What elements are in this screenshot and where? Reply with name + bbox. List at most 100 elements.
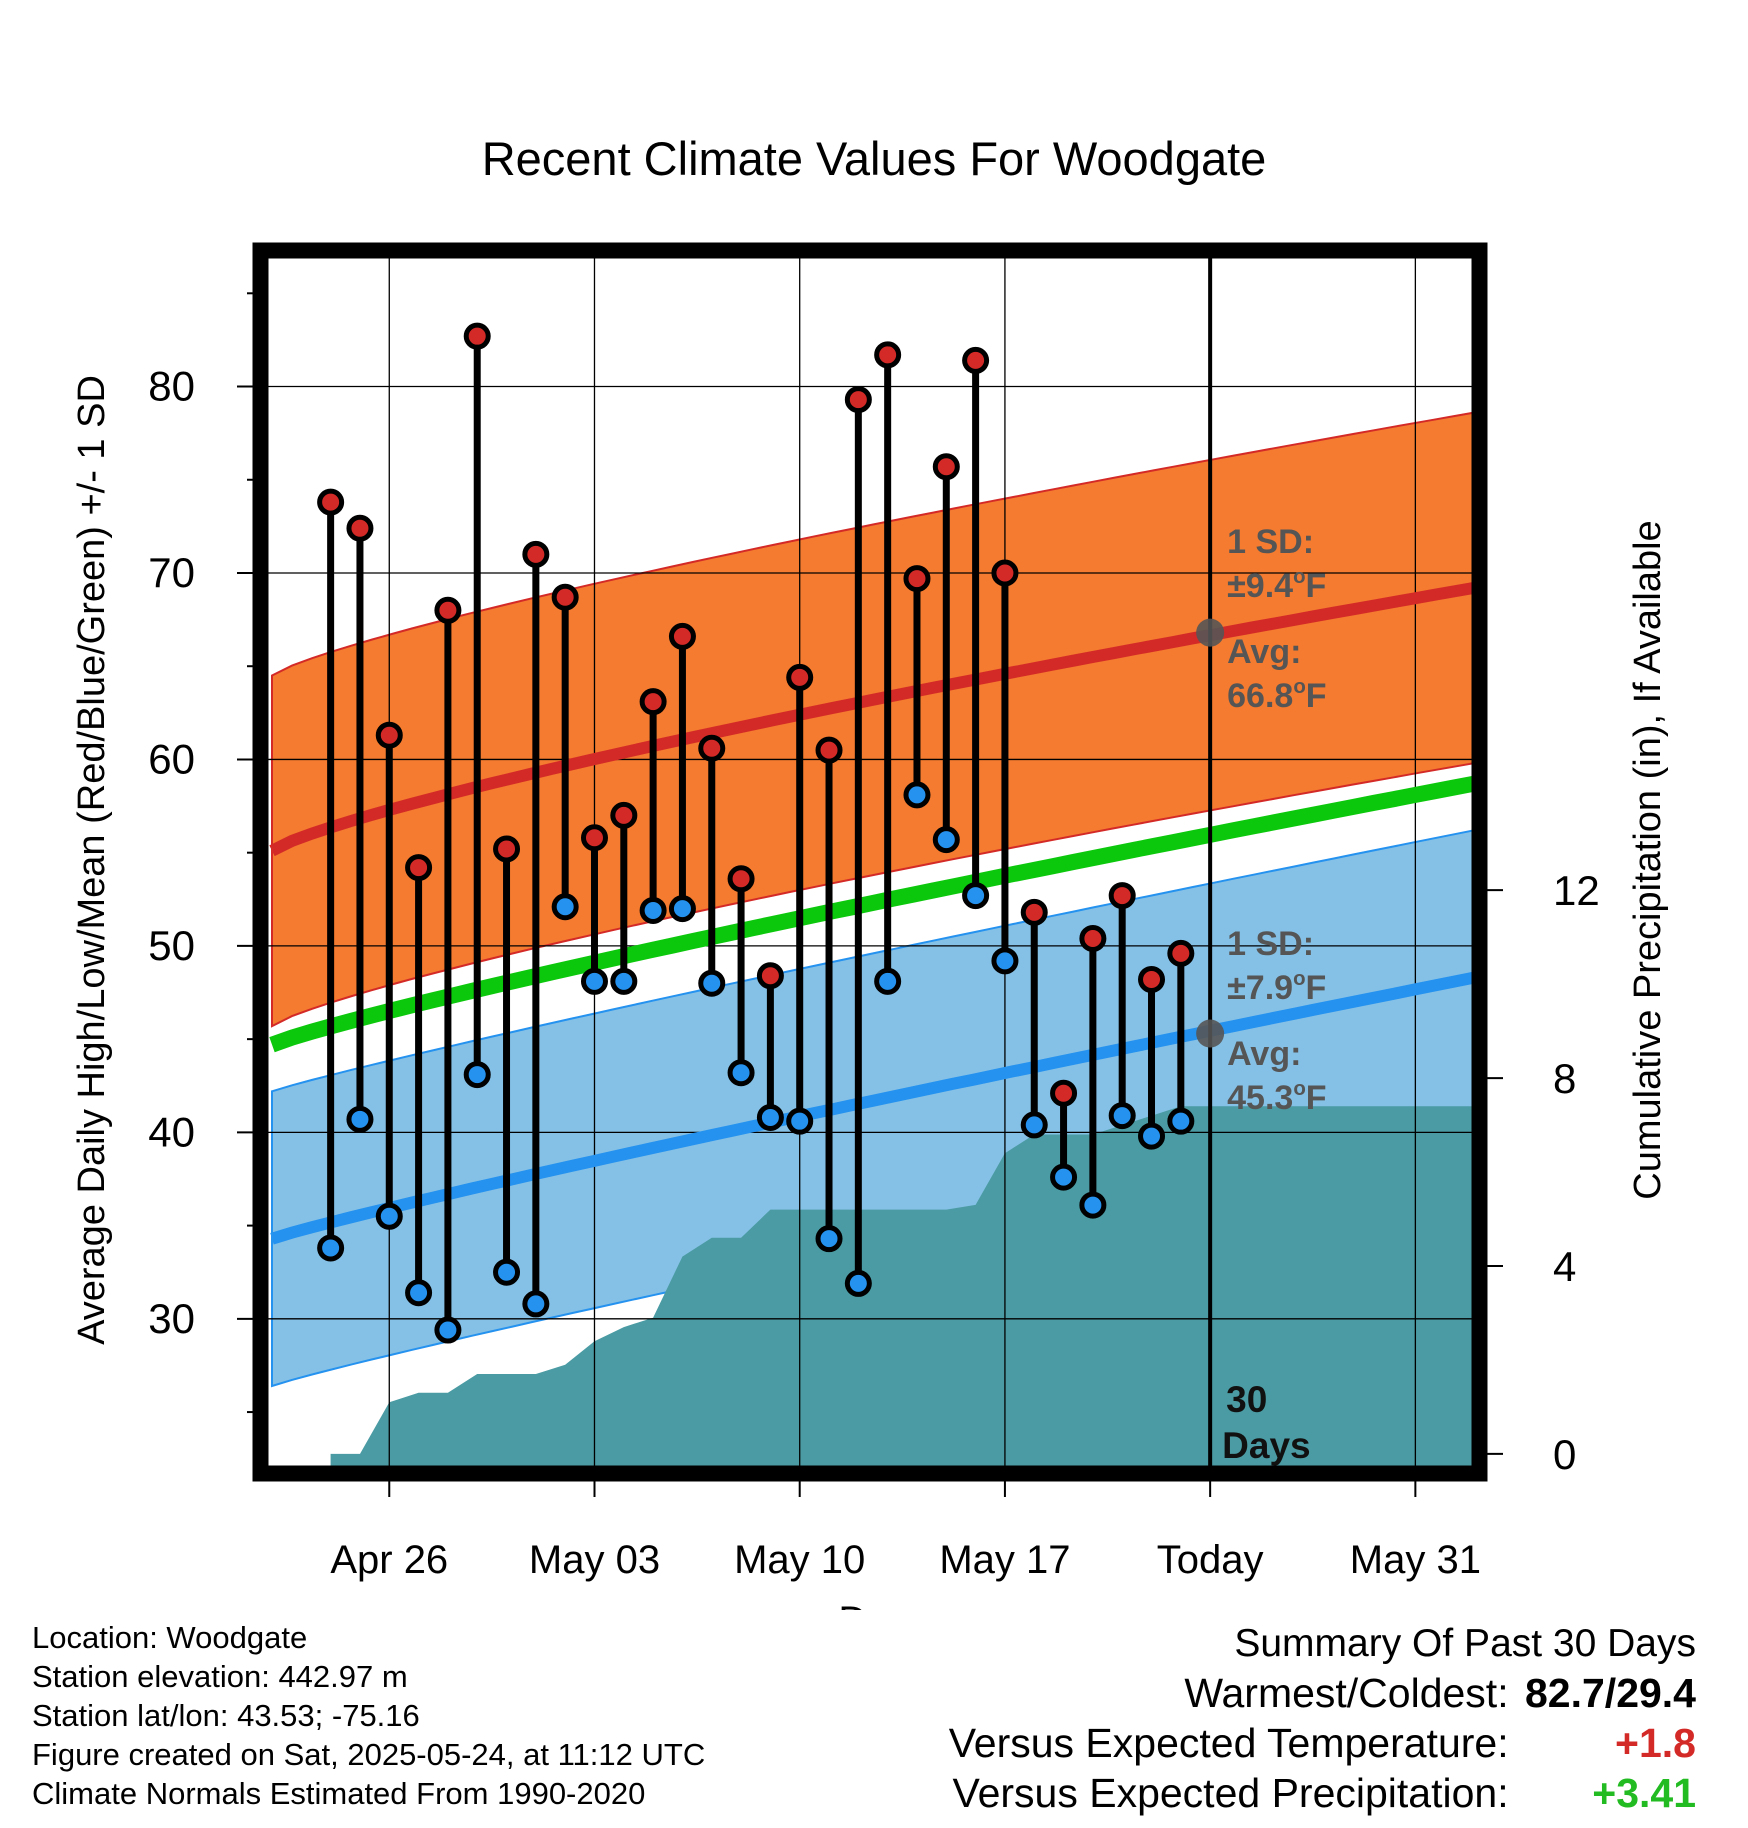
precip-anomaly-value: +3.41 <box>1592 1770 1696 1816</box>
daily-low-point <box>962 882 990 910</box>
latlon-text: Station lat/lon: 43.53; -75.16 <box>32 1698 420 1733</box>
normal-low-line <box>270 971 1476 1245</box>
chart-title: Recent Climate Values For Woodgate <box>482 132 1267 185</box>
y-axis-left-label: Average Daily High/Low/Mean (Red/Blue/Gr… <box>71 375 113 1345</box>
daily-low-point <box>375 1202 403 1230</box>
daily-low-point <box>610 967 638 995</box>
daily-low-point <box>1167 1107 1195 1135</box>
summary-title: Summary Of Past 30 Days <box>1234 1622 1696 1665</box>
high-avg-label: Avg: <box>1227 633 1301 671</box>
daily-low-point <box>405 1279 433 1307</box>
x-tick-label: May 10 <box>734 1538 865 1582</box>
summary-panel: Summary Of Past 30 Days Warmest/Coldest:… <box>949 1620 1696 1818</box>
daily-high-point <box>551 583 579 611</box>
normal-high-line <box>269 581 1476 857</box>
daily-high-point <box>1108 882 1136 910</box>
x-tick-label: May 17 <box>939 1538 1070 1582</box>
y-left-tick-label: 50 <box>148 922 195 969</box>
plot-frame <box>252 242 1488 1482</box>
daily-high-point <box>1167 939 1195 967</box>
daily-high-point <box>580 824 608 852</box>
x-tick-label: Today <box>1157 1538 1264 1582</box>
daily-high-point <box>932 453 960 481</box>
daily-high-point <box>698 734 726 762</box>
y-left-tick-label: 60 <box>148 735 195 782</box>
daily-high-point <box>874 341 902 369</box>
daily-low-point <box>815 1225 843 1253</box>
low-avg-label: Avg: <box>1227 1035 1301 1073</box>
y-left-tick-label: 40 <box>148 1108 195 1155</box>
daily-low-point <box>874 967 902 995</box>
daily-low-point <box>522 1290 550 1318</box>
daily-high-point <box>1079 924 1107 952</box>
days-count-label: 30 <box>1226 1379 1267 1420</box>
low-sd-value: ±7.9oF <box>1227 968 1326 1007</box>
daily-high-point <box>434 596 462 624</box>
high-sd-value: ±9.4oF <box>1227 566 1326 605</box>
daily-low-point <box>493 1258 521 1286</box>
daily-high-point <box>346 514 374 542</box>
climate-chart: Recent Climate Values For Woodgate 1 SD:… <box>71 132 1669 1610</box>
daily-low-point <box>317 1234 345 1262</box>
daily-low-point <box>903 781 931 809</box>
daily-high-point <box>493 835 521 863</box>
daily-low-point <box>639 896 667 924</box>
plot-content <box>257 247 1483 1477</box>
daily-high-point <box>522 540 550 568</box>
daily-low-point <box>551 893 579 921</box>
high-avg-value: 66.8oF <box>1227 676 1326 715</box>
daily-low-point <box>698 969 726 997</box>
daily-low-point <box>668 895 696 923</box>
y-right-tick-label: 8 <box>1553 1055 1576 1102</box>
daily-low-point <box>932 826 960 854</box>
daily-high-point <box>1138 965 1166 993</box>
daily-high-point <box>668 622 696 650</box>
x-axis-label: Day <box>838 1599 909 1610</box>
today-high-normal-marker <box>1196 618 1225 647</box>
daily-low-point <box>786 1107 814 1135</box>
daily-low-point <box>1020 1111 1048 1139</box>
location-text: Location: Woodgate <box>32 1620 308 1655</box>
temp-anomaly-row: Versus Expected Temperature: +1.8 <box>949 1718 1696 1768</box>
today-low-normal-marker <box>1196 1019 1225 1048</box>
normals-text: Climate Normals Estimated From 1990-2020 <box>32 1776 646 1811</box>
daily-high-point <box>463 322 491 350</box>
station-info: Location: Woodgate Station elevation: 44… <box>32 1618 705 1813</box>
daily-low-point <box>580 967 608 995</box>
temp-anomaly-value: +1.8 <box>1615 1720 1696 1766</box>
daily-high-point <box>639 688 667 716</box>
daily-low-point <box>463 1061 491 1089</box>
precip-anomaly-row: Versus Expected Precipitation: +3.41 <box>949 1768 1697 1818</box>
high-sd-label: 1 SD: <box>1227 523 1314 561</box>
daily-high-point <box>991 559 1019 587</box>
daily-high-point <box>903 565 931 593</box>
daily-low-point <box>727 1059 755 1087</box>
daily-high-point <box>610 801 638 829</box>
daily-low-point <box>346 1105 374 1133</box>
y-axis-right-label: Cumulative Precipitation (in), If Availa… <box>1627 520 1669 1199</box>
daily-low-point <box>1050 1163 1078 1191</box>
daily-high-point <box>756 962 784 990</box>
warmest-coldest-row: Warmest/Coldest: 82.7/29.4 <box>949 1668 1696 1718</box>
created-text: Figure created on Sat, 2025-05-24, at 11… <box>32 1737 706 1772</box>
daily-high-point <box>375 721 403 749</box>
daily-high-point <box>786 663 814 691</box>
y-right-tick-label: 4 <box>1553 1243 1576 1290</box>
daily-high-point <box>405 854 433 882</box>
warmest-coldest-label: Warmest/Coldest: <box>1184 1670 1509 1716</box>
y-right-tick-label: 12 <box>1553 867 1600 914</box>
daily-low-point <box>1079 1191 1107 1219</box>
low-avg-value: 45.3oF <box>1227 1078 1326 1117</box>
y-right-tick-label: 0 <box>1553 1431 1576 1478</box>
y-left-tick-label: 80 <box>148 363 195 410</box>
daily-low-point <box>844 1269 872 1297</box>
daily-high-point <box>727 865 755 893</box>
warmest-coldest-value: 82.7/29.4 <box>1525 1670 1696 1716</box>
daily-high-point <box>962 346 990 374</box>
normal-mean-line <box>269 775 1476 1053</box>
x-tick-label: Apr 26 <box>330 1538 448 1582</box>
daily-high-point <box>1020 898 1048 926</box>
x-tick-label: May 03 <box>529 1538 660 1582</box>
x-tick-label: May 31 <box>1350 1538 1481 1582</box>
cumulative-precip-area <box>330 1106 1475 1468</box>
